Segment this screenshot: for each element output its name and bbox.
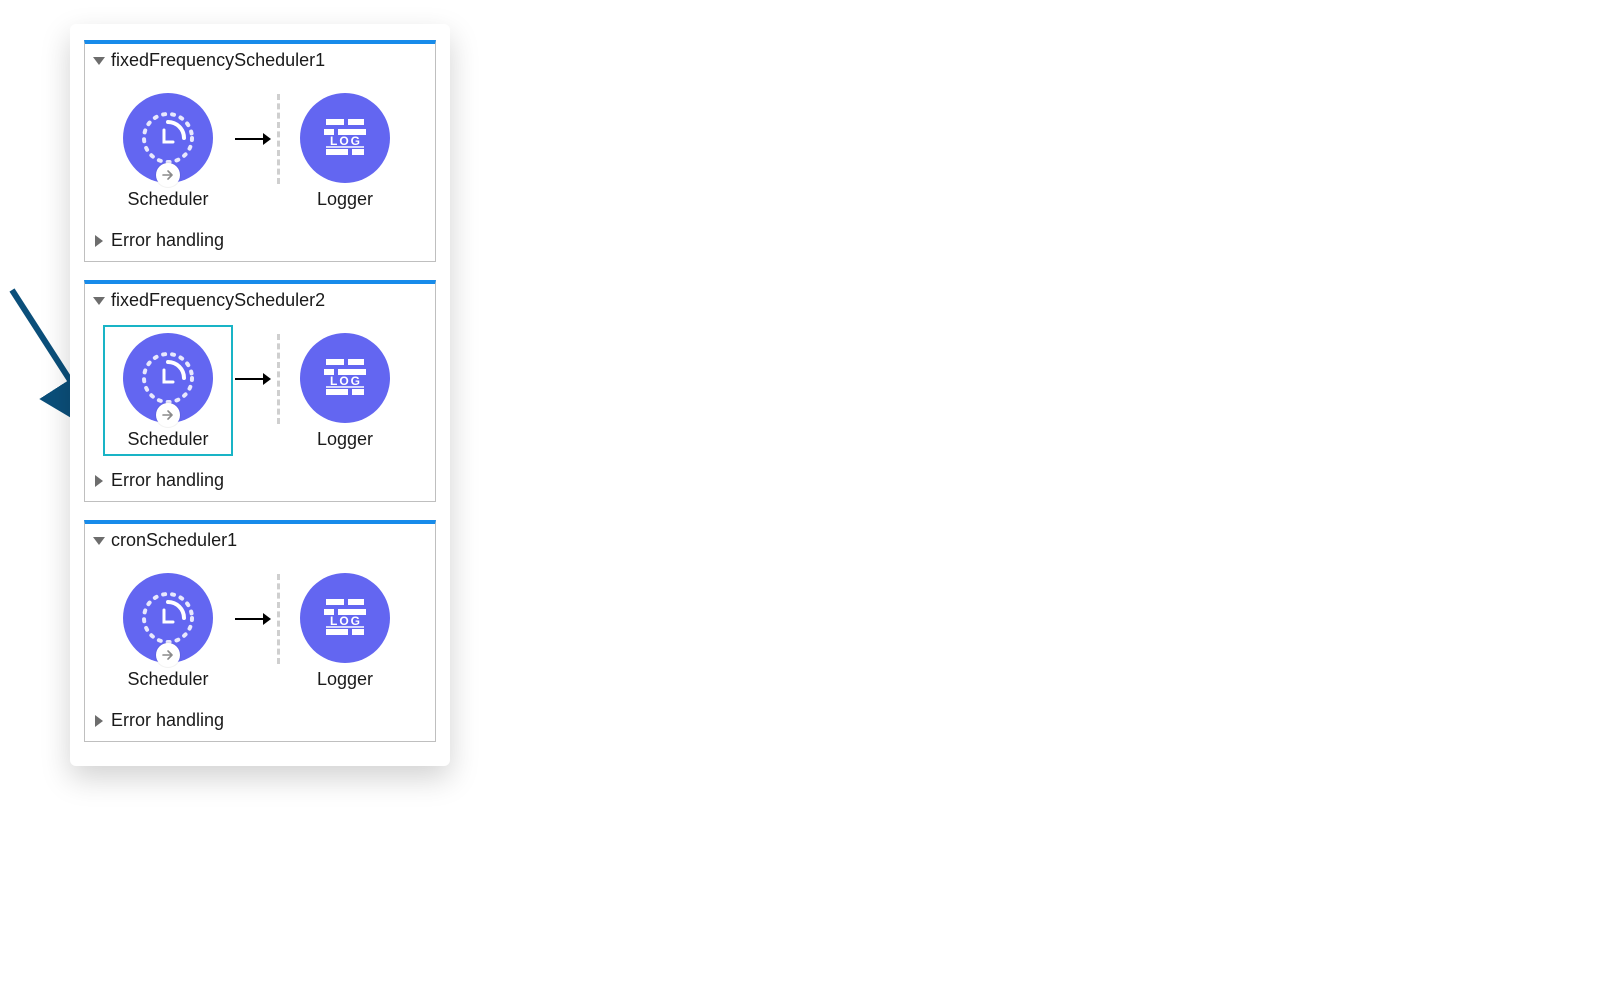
flow-connector bbox=[233, 94, 273, 184]
chevron-right-icon bbox=[95, 715, 103, 727]
chevron-down-icon bbox=[93, 57, 105, 65]
svg-text:LOG: LOG bbox=[330, 374, 362, 388]
scheduler-node[interactable]: Scheduler bbox=[103, 325, 233, 456]
node-label: Logger bbox=[317, 189, 373, 210]
flow-title: fixedFrequencyScheduler1 bbox=[111, 50, 325, 71]
flow-body: Scheduler bbox=[85, 555, 435, 702]
svg-text:LOG: LOG bbox=[330, 614, 362, 628]
error-handling-toggle[interactable]: Error handling bbox=[85, 462, 435, 501]
logger-icon: LOG bbox=[300, 333, 390, 423]
source-badge-icon bbox=[156, 403, 180, 427]
logger-icon: LOG bbox=[300, 573, 390, 663]
source-badge-icon bbox=[156, 643, 180, 667]
scheduler-node[interactable]: Scheduler bbox=[103, 565, 233, 696]
scheduler-node[interactable]: Scheduler bbox=[103, 85, 233, 216]
chevron-right-icon bbox=[95, 475, 103, 487]
flow-title: cronScheduler1 bbox=[111, 530, 237, 551]
chevron-down-icon bbox=[93, 537, 105, 545]
chevron-down-icon bbox=[93, 297, 105, 305]
chevron-right-icon bbox=[95, 235, 103, 247]
node-label: Scheduler bbox=[127, 429, 208, 450]
scheduler-icon bbox=[123, 93, 213, 183]
flow-header[interactable]: cronScheduler1 bbox=[85, 524, 435, 555]
flow-body: Scheduler bbox=[85, 315, 435, 462]
flows-panel: fixedFrequencyScheduler1 bbox=[70, 24, 450, 766]
error-handling-label: Error handling bbox=[111, 710, 224, 731]
logger-icon: LOG bbox=[300, 93, 390, 183]
node-label: Scheduler bbox=[127, 669, 208, 690]
diagram-canvas: fixedFrequencyScheduler1 bbox=[0, 0, 1598, 994]
logger-node[interactable]: LOG Logger bbox=[280, 325, 410, 456]
scheduler-icon bbox=[123, 573, 213, 663]
flow-box[interactable]: cronScheduler1 bbox=[84, 520, 436, 742]
flow-body: Scheduler bbox=[85, 75, 435, 222]
error-handling-label: Error handling bbox=[111, 470, 224, 491]
flow-header[interactable]: fixedFrequencyScheduler2 bbox=[85, 284, 435, 315]
error-handling-label: Error handling bbox=[111, 230, 224, 251]
error-handling-toggle[interactable]: Error handling bbox=[85, 222, 435, 261]
flow-box[interactable]: fixedFrequencyScheduler1 bbox=[84, 40, 436, 262]
node-label: Logger bbox=[317, 429, 373, 450]
error-handling-toggle[interactable]: Error handling bbox=[85, 702, 435, 741]
logger-node[interactable]: LOG Logger bbox=[280, 565, 410, 696]
flow-connector bbox=[233, 334, 273, 424]
flow-header[interactable]: fixedFrequencyScheduler1 bbox=[85, 44, 435, 75]
node-label: Scheduler bbox=[127, 189, 208, 210]
scheduler-icon bbox=[123, 333, 213, 423]
source-badge-icon bbox=[156, 163, 180, 187]
svg-text:LOG: LOG bbox=[330, 134, 362, 148]
node-label: Logger bbox=[317, 669, 373, 690]
flow-connector bbox=[233, 574, 273, 664]
logger-node[interactable]: LOG Logger bbox=[280, 85, 410, 216]
flow-title: fixedFrequencyScheduler2 bbox=[111, 290, 325, 311]
flow-box[interactable]: fixedFrequencyScheduler2 bbox=[84, 280, 436, 502]
